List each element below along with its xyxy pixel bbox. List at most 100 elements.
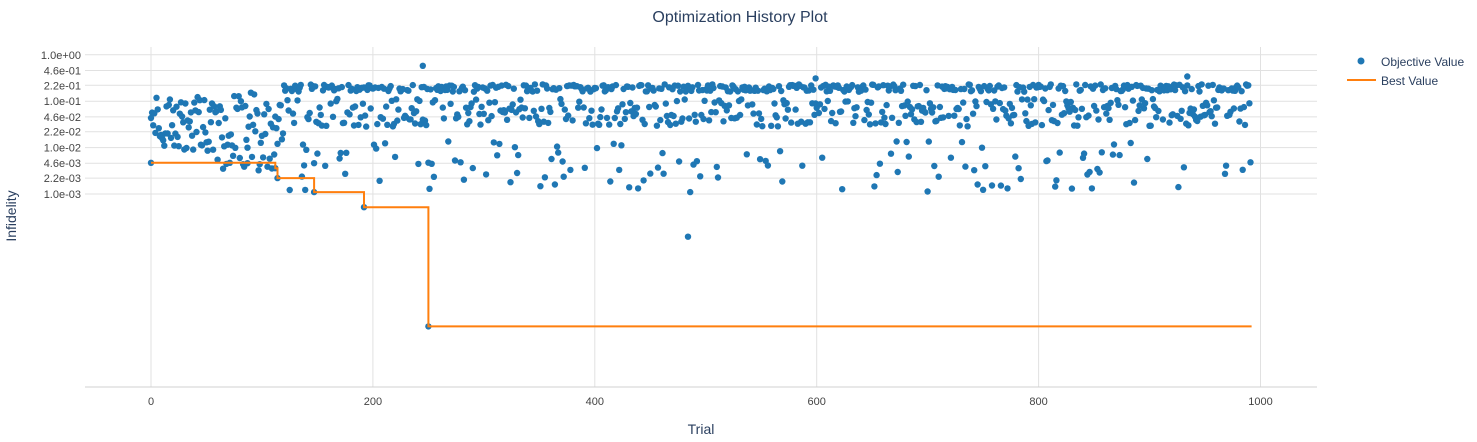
objective-point: [672, 120, 679, 127]
objective-point: [303, 146, 310, 153]
objective-point: [1098, 149, 1106, 156]
objective-point: [558, 100, 565, 108]
objective-point: [734, 88, 742, 95]
objective-point: [1209, 81, 1217, 89]
objective-point: [900, 81, 907, 88]
legend[interactable]: Objective Value Best Value: [1347, 55, 1464, 88]
objective-point: [1238, 88, 1245, 95]
objective-point: [515, 151, 522, 159]
objective-point: [319, 87, 327, 94]
objective-point: [491, 99, 499, 106]
objective-point: [925, 138, 932, 145]
objective-point: [821, 105, 828, 113]
x-axis-title: Trial: [688, 421, 715, 437]
objective-point: [725, 102, 733, 109]
objective-point: [588, 107, 595, 114]
objective-point: [538, 105, 545, 113]
objective-point: [952, 86, 959, 94]
objective-point: [947, 154, 955, 161]
objective-point: [616, 166, 623, 174]
objective-point: [1082, 81, 1089, 89]
objective-point: [174, 133, 181, 141]
objective-point: [262, 130, 269, 138]
y-tick-label: 1.0e-02: [44, 143, 81, 155]
objective-point: [460, 176, 468, 183]
objective-point: [337, 149, 344, 157]
objective-point: [1240, 103, 1248, 111]
objective-point: [521, 105, 529, 112]
objective-point: [758, 115, 765, 123]
objective-point: [196, 97, 203, 104]
objective-point: [1246, 100, 1253, 107]
objective-point: [581, 164, 588, 171]
objective-point: [394, 117, 401, 124]
objective-point: [753, 121, 760, 128]
objective-point: [182, 100, 189, 107]
objective-point: [1067, 98, 1075, 106]
objective-point: [930, 104, 937, 111]
objective-point: [844, 98, 851, 105]
objective-point: [652, 103, 659, 110]
objective-point: [783, 99, 790, 107]
objective-point: [387, 82, 394, 90]
objective-point: [1185, 122, 1192, 129]
objective-point: [593, 144, 601, 152]
objective-point: [248, 153, 256, 161]
objective-point: [806, 119, 814, 126]
objective-point: [310, 160, 318, 167]
objective-point: [329, 113, 337, 121]
objective-point: [617, 120, 624, 128]
objective-point: [214, 156, 221, 163]
objective-point: [314, 150, 321, 157]
objective-point: [1020, 88, 1028, 95]
objective-point: [958, 138, 966, 146]
objective-point: [776, 148, 784, 155]
objective-point: [1106, 116, 1113, 124]
objective-point: [1102, 85, 1109, 92]
objective-point: [488, 112, 495, 120]
objective-point: [723, 107, 730, 114]
objective-point: [610, 140, 617, 147]
objective-point: [1180, 164, 1188, 171]
objective-point: [640, 177, 647, 184]
objective-point: [1247, 159, 1254, 166]
objective-point: [395, 106, 402, 113]
objective-point: [284, 97, 291, 104]
objective-point: [779, 178, 786, 185]
objective-point: [359, 100, 367, 107]
objective-point: [1052, 183, 1059, 190]
objective-point: [1130, 179, 1138, 186]
x-tick-label: 1000: [1248, 396, 1272, 408]
objective-point: [231, 92, 238, 100]
objective-point: [633, 104, 641, 111]
objective-point: [244, 144, 251, 151]
objective-point: [1059, 82, 1067, 90]
objective-point: [619, 101, 626, 108]
objective-point: [966, 81, 973, 89]
objective-point: [526, 114, 533, 122]
objective-point: [439, 104, 446, 111]
objective-point: [229, 152, 237, 159]
objective-point: [391, 153, 399, 161]
objective-point: [908, 106, 916, 113]
objective-point: [755, 110, 763, 117]
objective-point: [853, 104, 860, 111]
objective-point: [1177, 115, 1184, 123]
objective-point: [440, 115, 448, 122]
objective-point: [586, 115, 593, 122]
objective-point: [480, 110, 487, 118]
objective-point: [1208, 113, 1215, 120]
objective-point: [1236, 118, 1243, 125]
objective-point: [1211, 120, 1219, 127]
objective-point: [290, 119, 298, 127]
objective-point: [266, 155, 273, 162]
objective-point: [1022, 110, 1029, 117]
objective-point: [692, 118, 699, 125]
y-tick-label: 2.2e-03: [44, 173, 81, 185]
objective-point: [447, 100, 454, 108]
objective-point: [580, 104, 587, 111]
objective-point: [408, 105, 415, 112]
objective-point: [931, 162, 938, 170]
objective-point: [167, 134, 175, 142]
objective-point: [923, 87, 930, 94]
